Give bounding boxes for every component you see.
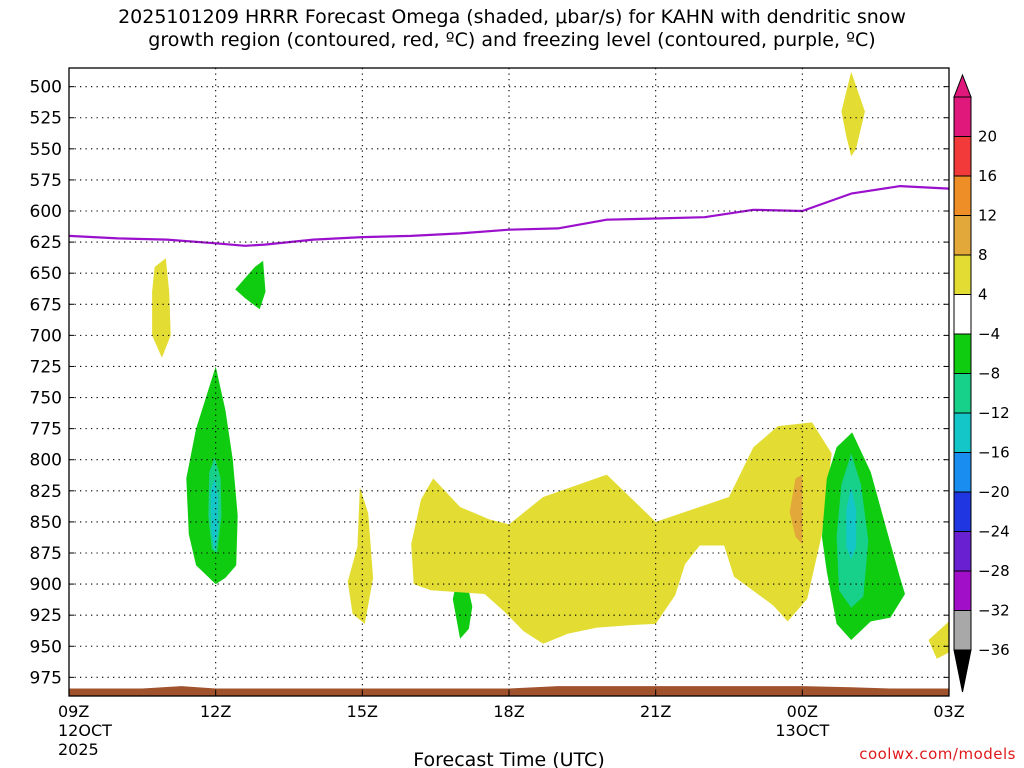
colorbar-band [953, 96, 972, 137]
y-tick-label: 975 [30, 668, 62, 688]
colorbar-band [953, 412, 972, 453]
upward-motion-4-8 [347, 487, 374, 624]
colorbar-band [953, 254, 972, 295]
colorbar-label: 12 [978, 207, 997, 225]
y-tick-label: 525 [30, 109, 62, 129]
x-tick-label: 21Z [640, 702, 671, 721]
y-tick-label: 775 [30, 420, 62, 440]
x-tick-label: 18Z [493, 702, 524, 721]
colorbar-band [953, 175, 972, 216]
colorbar-bottom-arrow [953, 649, 972, 693]
y-tick-label: 850 [30, 513, 62, 533]
colorbar-band [953, 136, 972, 177]
colorbar-label: 16 [978, 167, 997, 185]
title-line-2: growth region (contoured, red, ºC) and f… [148, 29, 876, 51]
y-tick-label: 875 [30, 544, 62, 564]
y-tick-label: 550 [30, 140, 62, 160]
colorbar-band [953, 531, 972, 572]
colorbar-band [953, 215, 972, 256]
y-tick-label: 950 [30, 637, 62, 657]
y-tick-label: 625 [30, 233, 62, 253]
x-tick-label: 00Z [787, 702, 818, 721]
upward-motion-4-8 [928, 621, 949, 659]
y-tick-label: 600 [30, 202, 62, 222]
colorbar-label: −4 [978, 325, 1000, 343]
y-tick-label: 650 [30, 264, 62, 284]
x-tick-label: 15Z [347, 702, 378, 721]
colorbar-band [953, 294, 972, 335]
upward-motion-4-8 [411, 422, 832, 644]
downward-motion-12-16 [210, 478, 219, 552]
y-tick-label: 700 [30, 326, 62, 346]
colorbar-label: 4 [978, 286, 988, 304]
x-tick-label: 03Z [933, 702, 964, 721]
y-tick-label: 925 [30, 606, 62, 626]
colorbar-band [953, 452, 972, 493]
colorbar-label: −16 [978, 444, 1010, 462]
y-tick-label: 750 [30, 389, 62, 409]
y-tick-label: 675 [30, 295, 62, 315]
chart-title: 2025101209 HRRR Forecast Omega (shaded, … [0, 6, 1024, 52]
freezing-level-line [69, 185, 949, 247]
y-tick-label: 900 [30, 575, 62, 595]
y-tick-label: 575 [30, 171, 62, 191]
colorbar-label: −12 [978, 404, 1010, 422]
x-tick-date-label: 12OCT [58, 721, 112, 740]
colorbar-band [953, 333, 972, 374]
y-tick-label: 500 [30, 78, 62, 98]
upward-motion-4-8 [841, 71, 865, 157]
y-tick-label: 800 [30, 451, 62, 471]
y-tick-label: 825 [30, 482, 62, 502]
axes: 500 525 550 575 600 625 650 675 700 725 750 775 800 8… [30, 67, 965, 768]
y-tick-label: 725 [30, 357, 62, 377]
gridlines [69, 68, 949, 696]
colorbar-band [953, 610, 972, 651]
colorbar-band [953, 373, 972, 414]
x-tick-label: 09Z [58, 702, 89, 721]
colorbar-label: −36 [978, 641, 1010, 659]
colorbar-label: −32 [978, 602, 1010, 620]
downward-motion-4-8 [235, 260, 266, 310]
colorbar-label: −20 [978, 483, 1010, 501]
upward-motion-8-12 [789, 474, 803, 545]
upward-motion-4-8 [152, 258, 171, 358]
colorbar: 20 16 12 8 4 −4 −8 −12 −16 −20 −24 −28 −32 −36 [953, 73, 1010, 693]
colorbar-label: 20 [978, 128, 997, 146]
downward-motion-12-16 [846, 487, 857, 560]
colorbar-top-arrow [953, 73, 972, 98]
colorbar-label: −28 [978, 562, 1010, 580]
x-tick-date-label: 13OCT [775, 721, 829, 740]
plot-area [69, 68, 949, 696]
x-tick-label: 12Z [200, 702, 231, 721]
colorbar-band [953, 491, 972, 532]
colorbar-label: −8 [978, 365, 1000, 383]
colorbar-band [953, 570, 972, 611]
x-axis-title: Forecast Time (UTC) [413, 749, 604, 768]
x-tick-year-label: 2025 [58, 740, 99, 759]
colorbar-label: −24 [978, 523, 1010, 541]
title-line-1: 2025101209 HRRR Forecast Omega (shaded, … [118, 6, 906, 28]
source-watermark: coolwx.com/models [859, 745, 1016, 763]
colorbar-label: 8 [978, 246, 988, 264]
